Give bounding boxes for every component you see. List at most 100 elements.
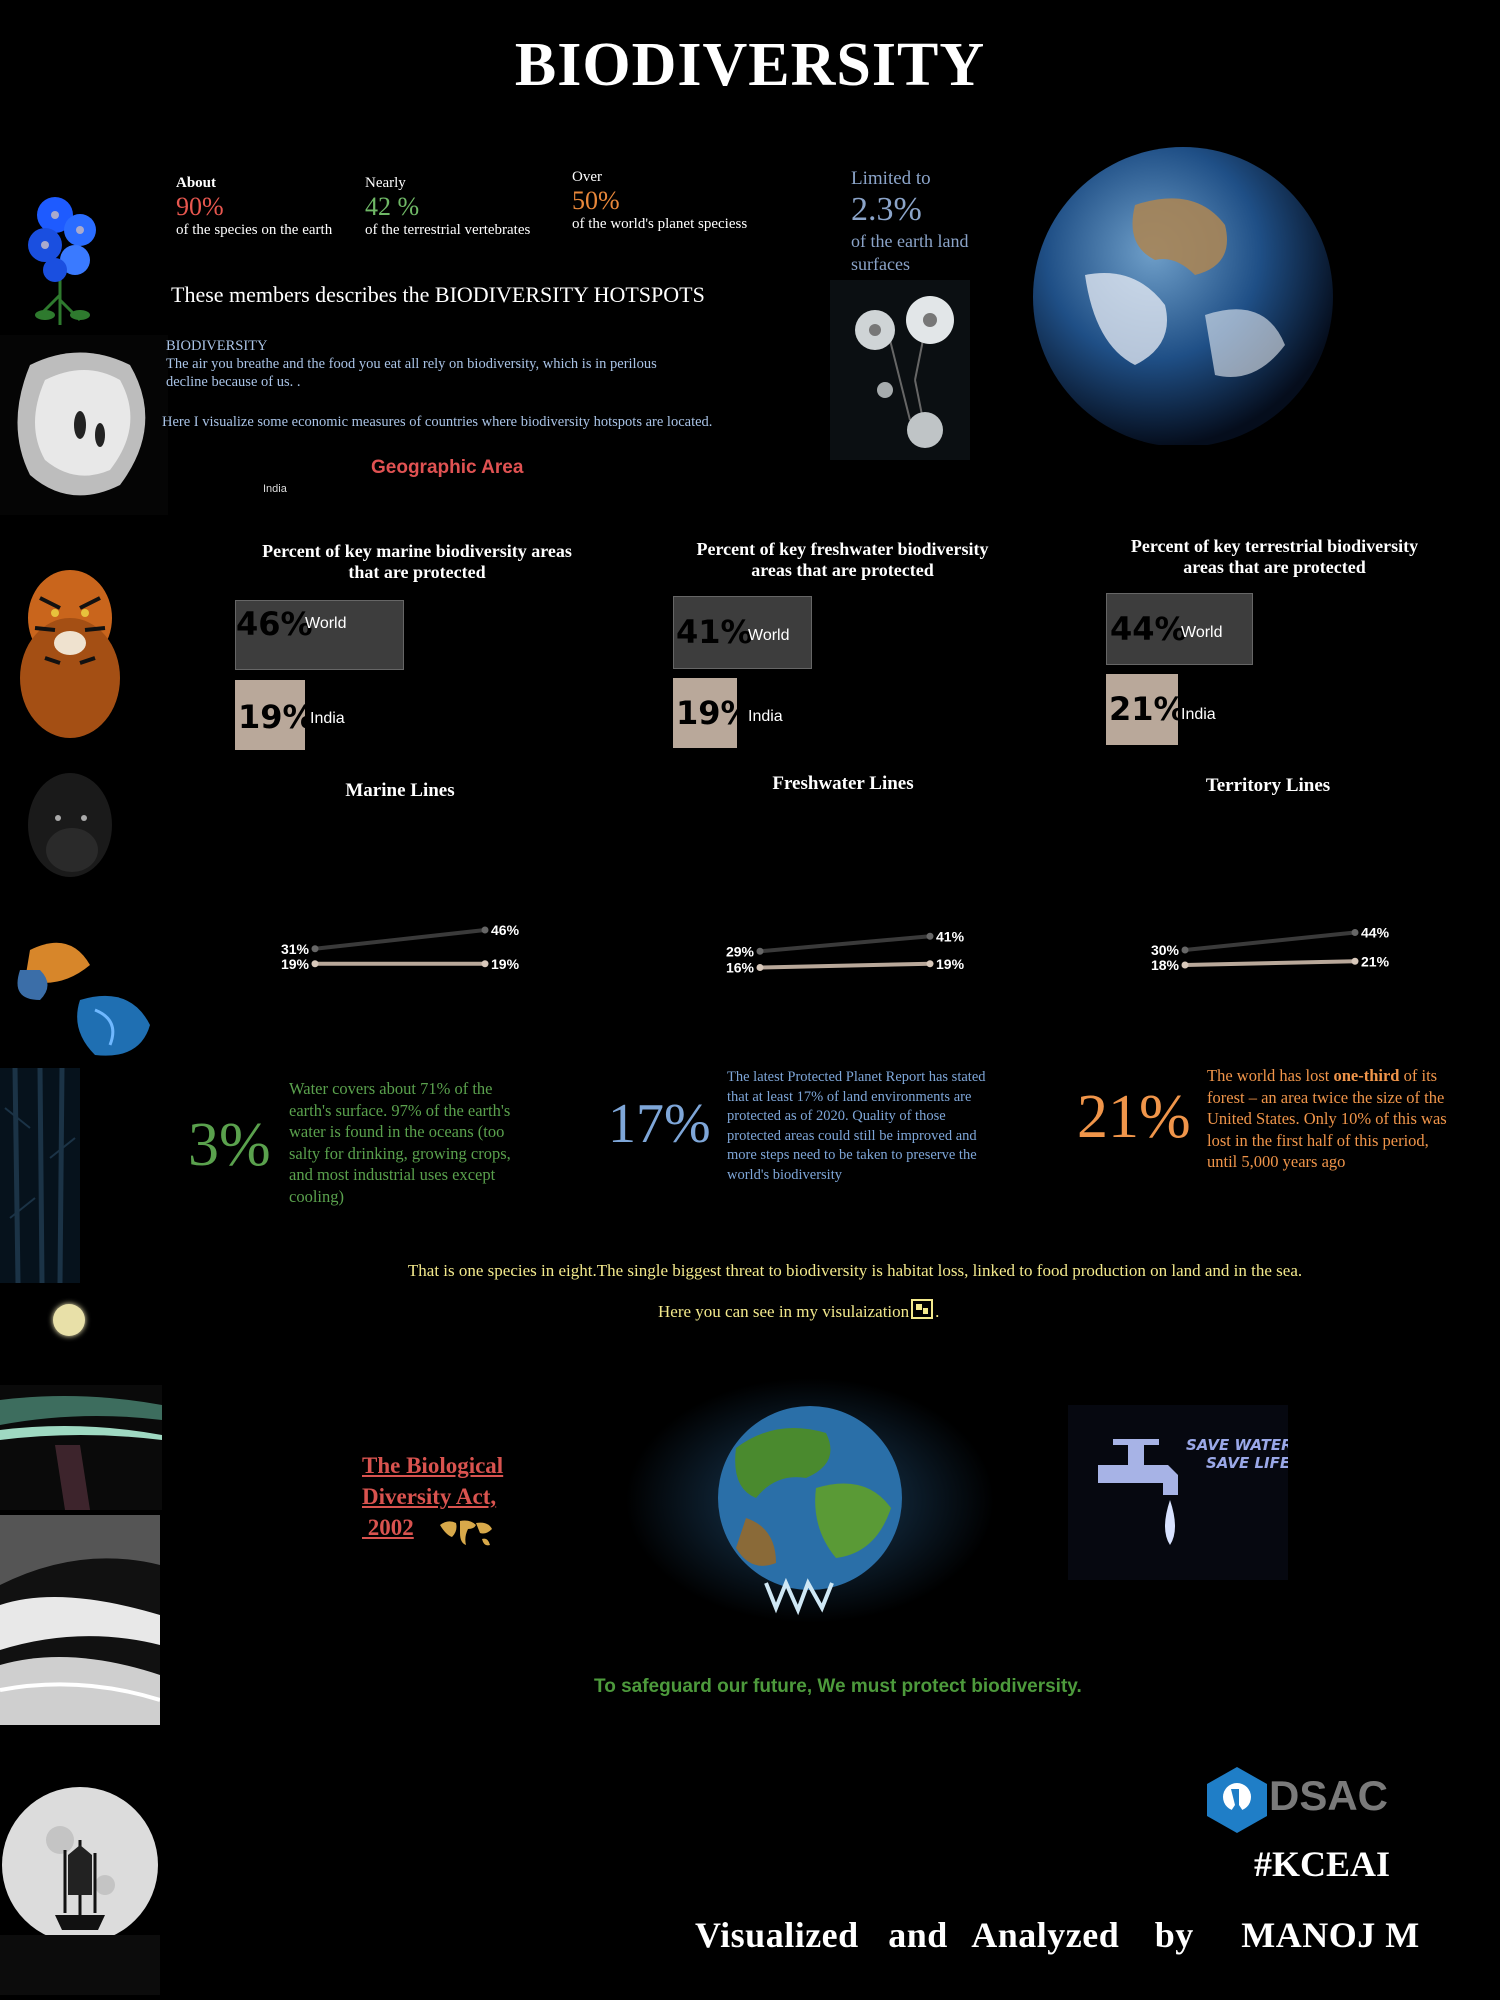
credit-word: Analyzed <box>971 1915 1120 1955</box>
geo-title: Geographic Area <box>371 457 524 478</box>
threat-text: That is one species in eight.The single … <box>407 1261 1303 1280</box>
data-label: 19% <box>281 956 310 972</box>
biological-diversity-act-link[interactable]: The Biological Diversity Act, 2002 <box>362 1450 503 1543</box>
bar-world-value: 41% <box>676 613 753 651</box>
bar-india: 21% <box>1106 674 1186 745</box>
fact-line: cooling) <box>289 1186 344 1206</box>
data-label: 29% <box>726 943 755 959</box>
bar-india-value: 19% <box>676 694 753 732</box>
data-point[interactable] <box>926 960 934 968</box>
data-label: 16% <box>726 960 755 976</box>
data-label: 44% <box>1361 925 1390 941</box>
data-point[interactable] <box>756 964 764 971</box>
bar-india-label: India <box>310 710 345 727</box>
stat-pre: About <box>176 175 217 191</box>
data-label: 46% <box>491 922 520 938</box>
see-visualization-end: . <box>935 1302 940 1321</box>
territory-line-chart: 30% 44% 18% 21% <box>1151 925 1390 974</box>
fact-forest-text: The world has lost one-third of its fore… <box>1207 1065 1447 1173</box>
marine-lines-title: Marine Lines <box>345 780 455 801</box>
data-label: 19% <box>491 956 520 972</box>
data-point[interactable] <box>756 947 764 955</box>
stat-land-surfaces: Limited to 2.3% of the earth land surfac… <box>851 168 968 276</box>
fact-forest-percent: 21% <box>1077 1083 1191 1151</box>
fact-line: lost in the first half of this period, <box>1207 1130 1429 1150</box>
fact-line: The world has lost one-third of its <box>1207 1065 1447 1087</box>
marine-bar-chart: Percent of key marine biodiversity areas… <box>212 541 622 583</box>
chart-title-line-2: that are protected <box>348 562 486 582</box>
credit-word: Visualized <box>695 1915 859 1955</box>
chart-title-line-1: Percent of key marine biodiversity areas <box>262 541 572 561</box>
bar-india-value: 21% <box>1109 690 1186 728</box>
stat-pre: Limited to <box>851 168 931 189</box>
stat-post-2: surfaces <box>851 254 910 274</box>
fact-line: until 5,000 years ago <box>1207 1152 1346 1171</box>
act-line: 2002 <box>362 1515 414 1540</box>
data-point[interactable] <box>481 926 489 934</box>
data-label: 30% <box>1151 942 1180 958</box>
fact-line: more steps need to be taken to preserve … <box>727 1147 977 1163</box>
fact-line: salty for drinking, growing crops, <box>289 1143 511 1163</box>
stat-value: 42 % <box>365 192 420 221</box>
data-point[interactable] <box>1351 929 1359 936</box>
tiger-image <box>0 548 140 738</box>
intro-label: BIODIVERSITY <box>166 338 268 354</box>
chart-title: Percent of key marine biodiversity areas… <box>212 541 622 583</box>
chart-title-line-2: areas that are protected <box>751 560 934 580</box>
page-title: BIODIVERSITY <box>514 31 986 99</box>
data-point[interactable] <box>311 945 319 953</box>
data-point[interactable] <box>926 932 934 940</box>
stat-value: 90% <box>176 192 224 221</box>
stat-pre: Over <box>572 169 602 185</box>
bar-world-value: 44% <box>1110 610 1187 648</box>
data-label: 31% <box>281 941 310 957</box>
stat-species: About 90% of the species on the earth <box>176 175 332 239</box>
fact-line: protected areas could still be improved … <box>727 1127 977 1144</box>
data-point[interactable] <box>1181 961 1189 969</box>
act-line: The Biological <box>362 1453 504 1478</box>
stat-value: 50% <box>572 186 620 215</box>
bar-india: 19% <box>673 678 753 748</box>
freshwater-line-chart: 29% 41% 16% 19% <box>726 928 965 976</box>
fact-text-emphasis: one-third <box>1333 1066 1400 1085</box>
bar-world-label: World <box>748 627 790 644</box>
bar-world: 41% World <box>673 596 812 669</box>
hashtag: #KCEAI <box>1254 1844 1391 1884</box>
dsac-logo-icon <box>1205 1765 1269 1835</box>
stat-value: 2.3% <box>851 191 922 228</box>
fact-line: water is found in the oceans (too <box>289 1122 505 1141</box>
series-line <box>1184 959 1356 967</box>
fact-line: world's biodiversity <box>727 1166 842 1183</box>
bar-world-label: World <box>305 615 347 632</box>
data-point[interactable] <box>1181 946 1189 954</box>
chart-title-line-2: areas that are protected <box>1183 557 1366 577</box>
fact-line: earth's surface. 97% of the earth's <box>289 1100 511 1120</box>
data-point[interactable] <box>1351 957 1359 965</box>
stat-post: of the species on the earth <box>176 222 333 238</box>
bar-india-label: India <box>1181 706 1216 723</box>
data-label: 41% <box>936 928 965 944</box>
diver-cave-image <box>0 335 168 515</box>
betta-fish-image <box>0 930 165 1067</box>
moon-ship-image <box>0 1745 160 1995</box>
stat-post: of the earth land <box>851 231 969 251</box>
stat-pre: Nearly <box>365 175 406 191</box>
data-point[interactable] <box>481 960 489 968</box>
geo-country-dropdown[interactable]: India <box>263 483 287 495</box>
bar-world: 46% World <box>235 600 404 670</box>
data-point[interactable] <box>311 960 319 968</box>
bar-india-value: 19% <box>238 698 315 736</box>
bar-world-value: 46% <box>236 605 313 643</box>
series-line <box>1184 930 1356 952</box>
bar-world-label: World <box>1181 624 1223 641</box>
act-line: Diversity Act, <box>362 1484 497 1509</box>
fact-text-run: of its <box>1399 1066 1438 1085</box>
stat-vertebrates: Nearly 42 % of the terrestrial vertebrat… <box>365 175 530 239</box>
visualization-link-icon[interactable] <box>911 1299 934 1319</box>
territory-lines-title: Territory Lines <box>1205 775 1331 796</box>
series-line <box>759 934 931 954</box>
blue-flowers-image <box>0 175 130 335</box>
hotspots-heading: These members describes the BIODIVERSITY… <box>171 282 705 307</box>
see-visualization: Here you can see in my visulaization. <box>658 1299 939 1322</box>
gorilla-image <box>0 760 125 905</box>
